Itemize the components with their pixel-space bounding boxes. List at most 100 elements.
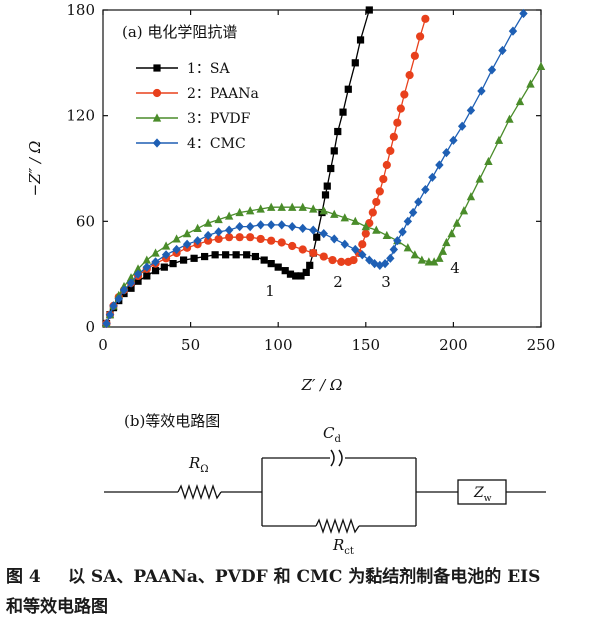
r-omega-label: RΩ: [188, 454, 209, 475]
figure-caption: 图 4 以 SA、PAANa、PVDF 和 CMC 为黏结剂制备电池的 EIS 和…: [6, 562, 584, 622]
data-point-series-3: [351, 216, 360, 225]
y-tick-label: 60: [76, 212, 95, 230]
data-point-series-2: [246, 233, 255, 242]
legend-marker-3: [152, 113, 162, 122]
data-point-series-4: [235, 222, 244, 232]
data-point-series-4: [109, 301, 118, 311]
figure-number: 图 4: [6, 567, 41, 587]
legend-marker-1: [153, 64, 161, 72]
data-point-series-2: [421, 14, 430, 23]
y-tick-label: 0: [85, 318, 95, 336]
x-axis-label: Z′ / Ω: [301, 376, 343, 394]
data-point-series-3: [288, 202, 297, 211]
data-point-series-3: [466, 192, 476, 201]
data-point-series-3: [429, 257, 439, 266]
data-point-series-3: [214, 214, 223, 224]
cpe-plate-1: [330, 449, 335, 467]
data-point-series-2: [358, 240, 367, 249]
data-point-series-1: [267, 260, 275, 268]
data-point-series-3: [298, 202, 307, 211]
data-point-series-1: [327, 164, 335, 173]
data-point-series-3: [417, 255, 427, 264]
x-tick-label: 50: [181, 336, 200, 354]
data-point-series-1: [356, 36, 365, 44]
data-point-series-4: [214, 227, 223, 237]
data-point-series-2: [319, 252, 328, 261]
x-tick-label: 100: [264, 336, 293, 354]
data-point-series-1: [179, 256, 188, 264]
eis-chart: 0 50 100 150 200 250 0 60 120 180 Z′ / Ω −Z″ / Ω (a)…: [26, 1, 555, 394]
data-point-series-1: [323, 182, 331, 190]
data-point-series-1: [222, 251, 230, 259]
equivalent-circuit-diagram: (b)等效电路图 RΩ Cd Rct Zw: [104, 412, 546, 557]
data-point-series-2: [372, 197, 381, 207]
data-point-series-3: [459, 206, 469, 215]
data-point-series-4: [182, 239, 192, 249]
data-point-series-3: [193, 223, 202, 232]
x-tick-label: 200: [439, 336, 468, 354]
data-point-series-1: [274, 263, 282, 271]
data-point-series-4: [487, 65, 497, 75]
data-point-series-1: [232, 251, 240, 259]
data-point-series-3: [447, 229, 456, 238]
resistor-r-omega: [177, 483, 222, 501]
circuit-panel-label: (b)等效电路图: [124, 412, 220, 430]
data-point-series-4: [330, 234, 339, 244]
data-point-series-3: [403, 243, 413, 252]
series-line-4: [105, 13, 525, 324]
data-point-series-3: [266, 202, 276, 211]
data-point-series-4: [442, 148, 451, 158]
data-point-series-3: [442, 237, 451, 247]
data-point-series-1: [169, 260, 177, 268]
data-point-series-3: [340, 213, 349, 222]
data-point-series-2: [256, 234, 265, 244]
data-point-series-3: [382, 230, 392, 240]
data-point-series-3: [319, 206, 328, 215]
data-point-series-4: [519, 8, 528, 19]
data-point-series-4: [161, 250, 171, 260]
data-point-series-4: [386, 253, 395, 263]
curve-label-1: 1: [265, 282, 275, 300]
data-point-series-4: [119, 285, 129, 295]
data-point-series-3: [484, 156, 493, 166]
data-point-series-4: [457, 121, 467, 131]
data-point-series-4: [508, 26, 518, 36]
data-point-series-4: [105, 310, 115, 320]
data-point-series-1: [339, 108, 347, 116]
data-point-series-1: [330, 147, 338, 155]
data-point-series-4: [414, 197, 423, 207]
data-point-series-3: [256, 204, 265, 213]
data-point-series-2: [368, 208, 377, 217]
data-point-series-2: [235, 233, 244, 242]
data-point-series-4: [193, 236, 202, 246]
data-point-series-3: [515, 96, 525, 106]
data-point-series-4: [408, 207, 418, 218]
data-point-series-1: [251, 252, 260, 261]
data-point-series-1: [143, 272, 151, 280]
data-point-series-2: [214, 234, 223, 244]
data-point-series-3: [438, 246, 448, 255]
data-point-series-3: [452, 218, 462, 227]
plot-frame: [102, 9, 542, 328]
data-point-series-4: [142, 262, 151, 272]
data-point-series-1: [201, 252, 209, 261]
data-point-series-2: [405, 71, 414, 80]
y-axis-label: −Z″ / Ω: [26, 141, 44, 197]
data-point-series-4: [266, 220, 276, 230]
data-point-series-4: [288, 222, 297, 232]
data-point-series-2: [225, 233, 234, 242]
data-point-series-2: [393, 118, 402, 127]
data-point-series-4: [224, 225, 234, 235]
legend-marker-2: [152, 88, 162, 98]
data-point-series-4: [309, 225, 318, 235]
legend-marker-4: [152, 138, 162, 148]
data-point-series-1: [260, 256, 268, 264]
data-point-series-1: [297, 272, 305, 280]
data-point-series-1: [160, 263, 168, 271]
data-point-series-2: [382, 160, 391, 170]
data-point-series-3: [203, 218, 213, 227]
data-point-series-1: [286, 270, 295, 278]
data-point-series-4: [380, 259, 390, 269]
data-point-series-4: [319, 229, 328, 239]
data-point-series-3: [182, 229, 192, 238]
